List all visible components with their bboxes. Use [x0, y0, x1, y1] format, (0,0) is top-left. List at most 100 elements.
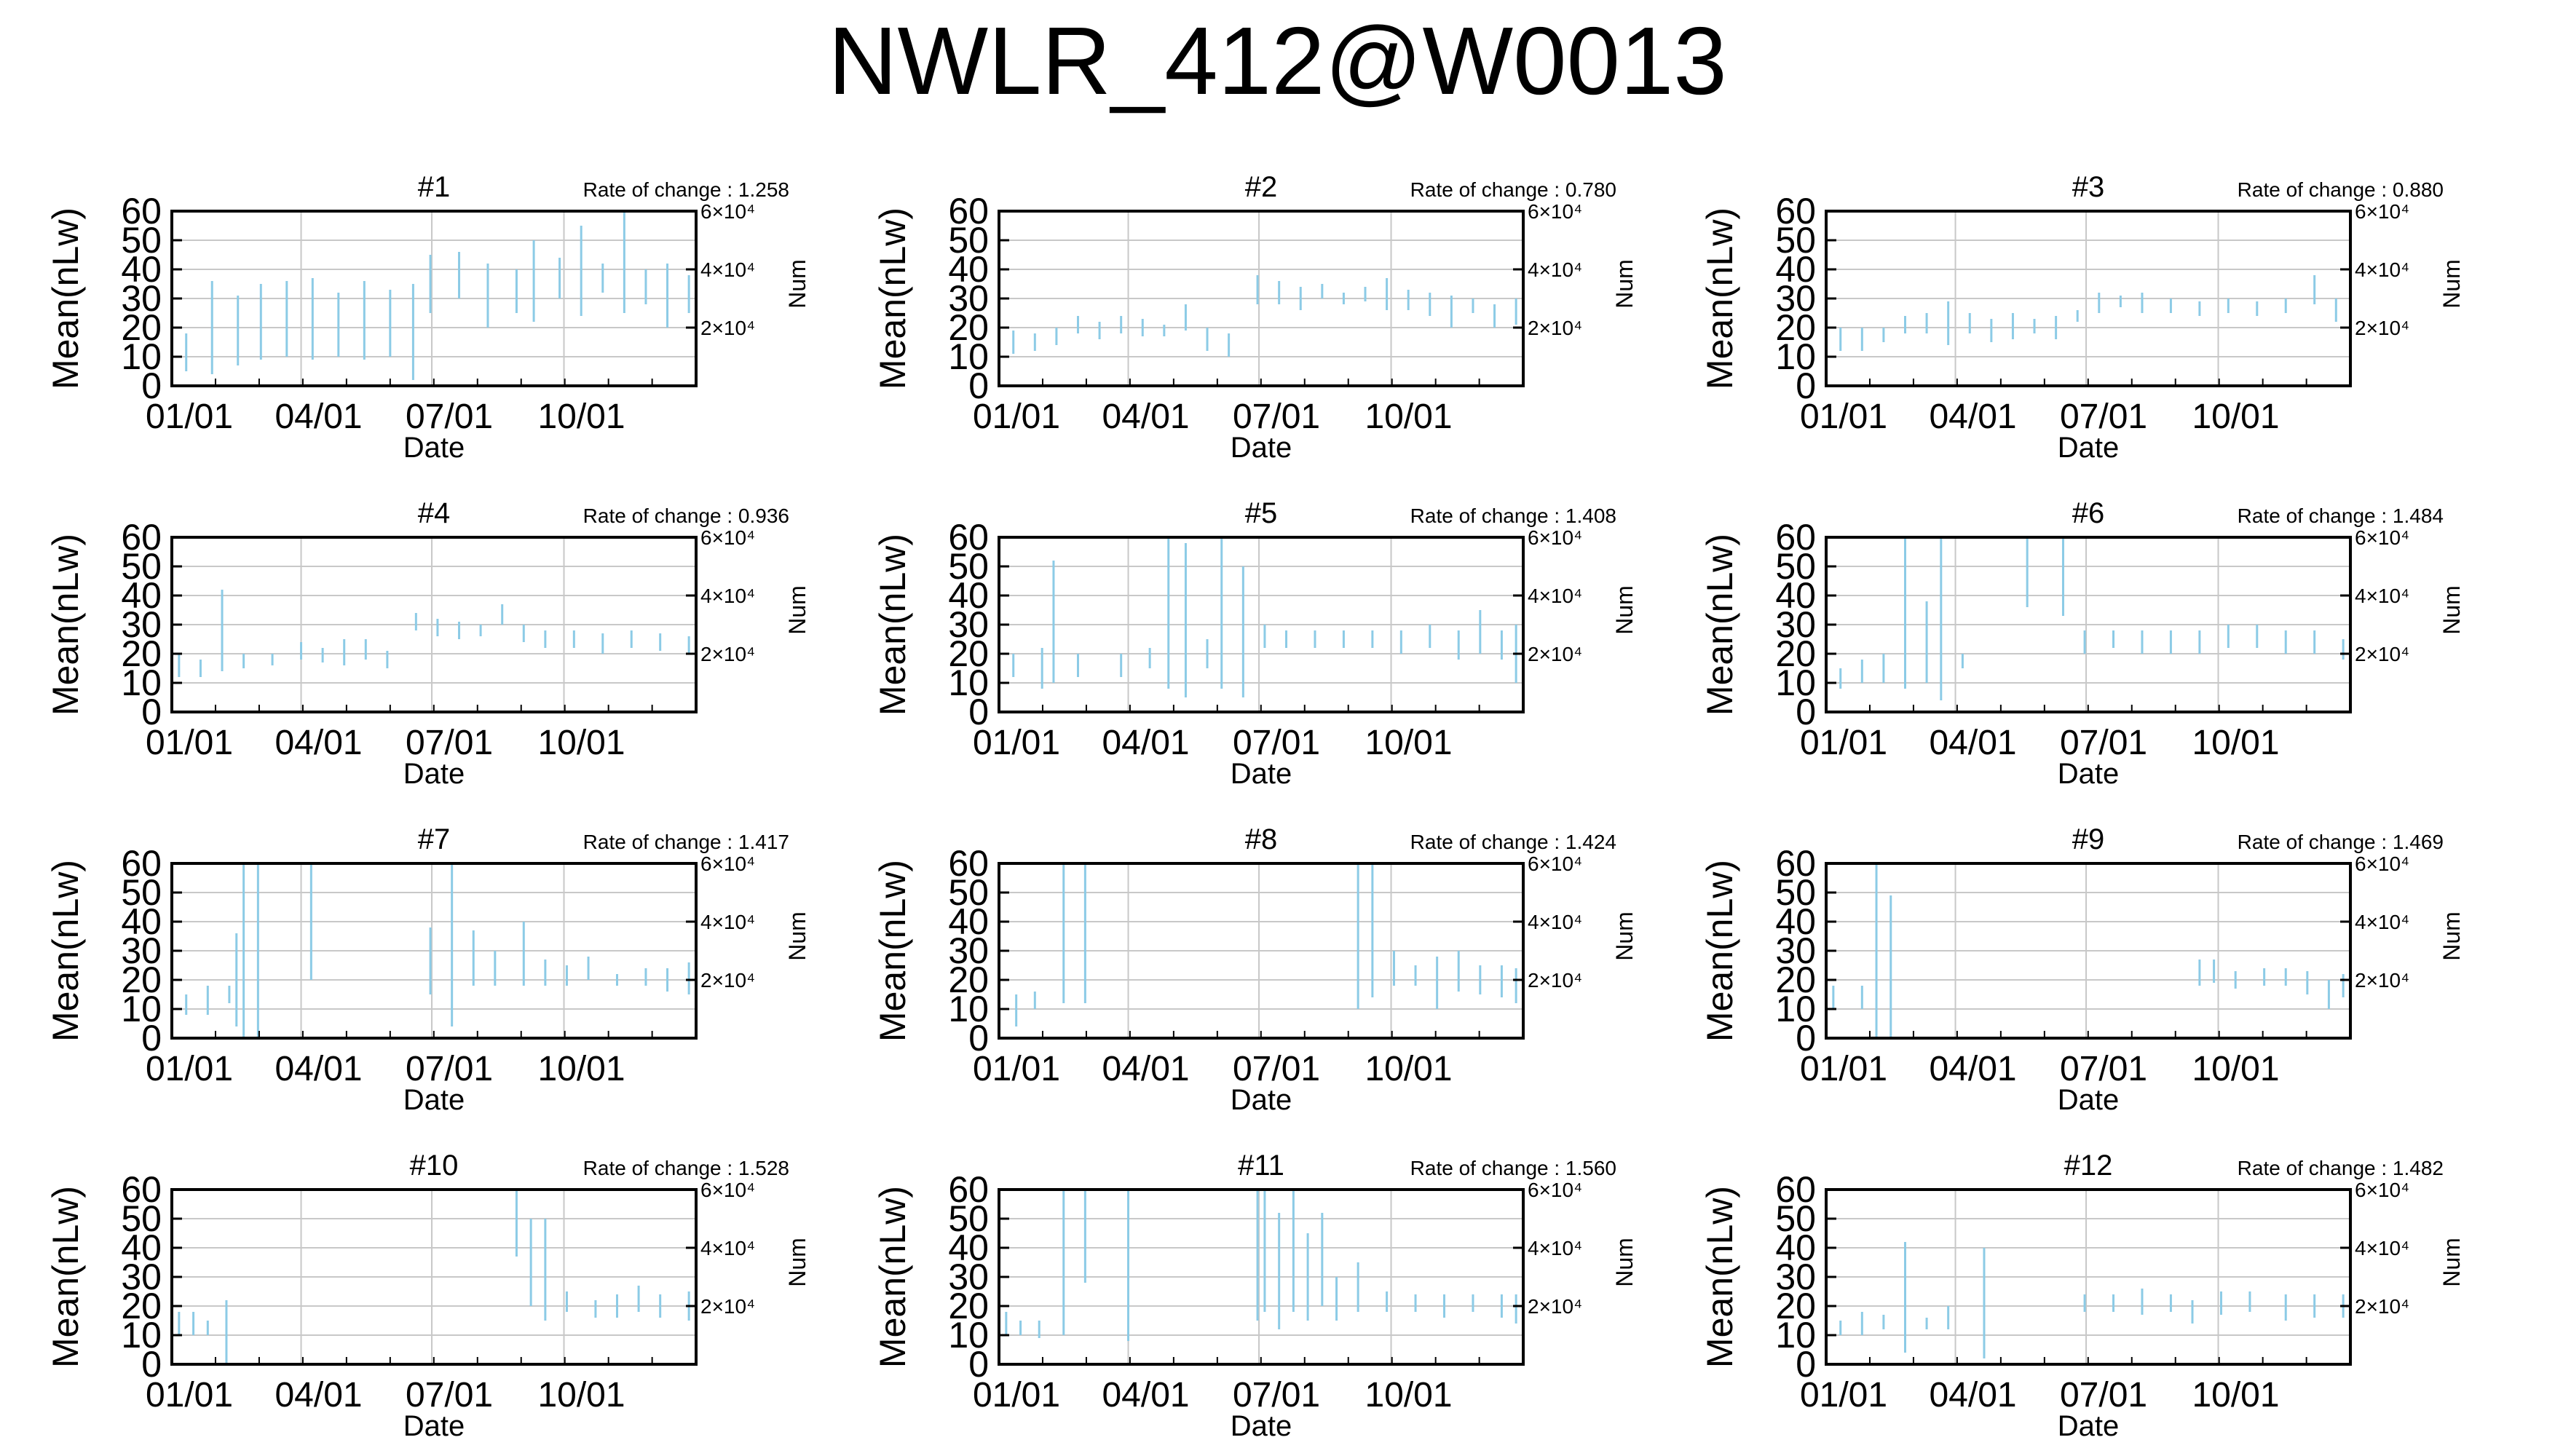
y-tick-label: 0	[1796, 692, 1816, 732]
y2-tick-label: 6×10⁴	[2355, 526, 2409, 549]
x-tick-label: 04/01	[275, 397, 362, 436]
y2-tick-label: 6×10⁴	[700, 200, 755, 223]
y-tick-label: 50	[948, 220, 989, 261]
y-tick-label: 0	[1796, 1018, 1816, 1059]
y2-tick-label: 2×10⁴	[2355, 643, 2409, 665]
y-tick-label: 40	[121, 249, 162, 290]
x-tick-label: 07/01	[406, 724, 493, 762]
y-tick-label: 20	[1775, 633, 1816, 674]
y-tick-label: 40	[948, 249, 989, 290]
y-tick-label: 40	[1775, 575, 1816, 616]
panel-title: #6	[2072, 497, 2105, 529]
y-tick-label: 0	[1796, 365, 1816, 406]
y-axis-title: Mean(nLw)	[45, 860, 86, 1042]
y2-axis-title: Num	[1611, 1238, 1638, 1287]
y2-axis-title: Num	[784, 585, 810, 635]
y2-axis-title: Num	[2438, 585, 2465, 635]
y-axis-title: Mean(nLw)	[45, 1186, 86, 1368]
y-tick-label: 10	[1775, 336, 1816, 377]
y-tick-label: 10	[1775, 1315, 1816, 1356]
x-tick-label: 04/01	[275, 1376, 362, 1415]
panel-title: #8	[1245, 823, 1278, 855]
y-tick-label: 50	[121, 220, 162, 261]
y-tick-label: 20	[1775, 960, 1816, 1000]
panel-title: #7	[418, 823, 451, 855]
y-tick-label: 40	[121, 901, 162, 942]
rate-of-change-label: Rate of change : 0.780	[1410, 178, 1616, 201]
x-tick-label: 01/01	[146, 1050, 233, 1088]
y-tick-label: 60	[1775, 517, 1816, 558]
x-tick-label: 01/01	[1800, 724, 1887, 762]
panel-title: #2	[1245, 171, 1278, 203]
y2-tick-label: 2×10⁴	[1528, 969, 1582, 992]
y-tick-label: 60	[1775, 1169, 1816, 1210]
x-axis-title: Date	[1231, 1410, 1292, 1442]
y2-tick-label: 2×10⁴	[700, 969, 755, 992]
x-tick-label: 07/01	[1233, 397, 1320, 436]
x-axis-title: Date	[403, 1084, 465, 1116]
y-tick-label: 60	[121, 517, 162, 558]
y-tick-label: 60	[948, 1169, 989, 1210]
y2-tick-label: 2×10⁴	[1528, 1295, 1582, 1318]
x-tick-label: 01/01	[973, 397, 1060, 436]
x-axis-title: Date	[2058, 1410, 2120, 1442]
y-tick-label: 0	[141, 365, 162, 406]
rate-of-change-label: Rate of change : 1.482	[2238, 1157, 2444, 1179]
panel-title: #4	[418, 497, 451, 529]
panel-title: #12	[2064, 1150, 2113, 1182]
y2-tick-label: 6×10⁴	[2355, 1179, 2409, 1201]
x-tick-label: 10/01	[537, 724, 625, 762]
y2-axis-title: Num	[784, 259, 810, 309]
y-tick-label: 60	[121, 191, 162, 232]
y-tick-label: 50	[1775, 872, 1816, 913]
y-axis-title: Mean(nLw)	[1699, 1186, 1740, 1368]
y-tick-label: 50	[121, 872, 162, 913]
y-tick-label: 30	[121, 1257, 162, 1297]
rate-of-change-label: Rate of change : 1.469	[2238, 831, 2444, 853]
x-tick-label: 07/01	[1233, 724, 1320, 762]
y-tick-label: 50	[121, 1198, 162, 1239]
y-tick-label: 20	[948, 960, 989, 1000]
x-axis-title: Date	[403, 432, 465, 464]
y-tick-label: 30	[1775, 930, 1816, 971]
y2-tick-label: 4×10⁴	[2355, 258, 2409, 281]
y2-tick-label: 4×10⁴	[700, 1237, 755, 1259]
y2-tick-label: 6×10⁴	[1528, 200, 1582, 223]
y-axis-title: Mean(nLw)	[872, 534, 913, 716]
x-tick-label: 10/01	[1365, 1050, 1452, 1088]
y-tick-label: 30	[1775, 278, 1816, 319]
x-axis-title: Date	[1231, 432, 1292, 464]
y-tick-label: 30	[1775, 1257, 1816, 1297]
y-tick-label: 20	[121, 307, 162, 348]
y2-axis-title: Num	[1611, 585, 1638, 635]
y-tick-label: 50	[1775, 220, 1816, 261]
y2-tick-label: 4×10⁴	[2355, 911, 2409, 933]
y2-axis-title: Num	[784, 1238, 810, 1287]
y-tick-label: 10	[121, 662, 162, 703]
x-tick-label: 10/01	[2192, 1376, 2279, 1415]
y-tick-label: 40	[1775, 1227, 1816, 1268]
x-tick-label: 01/01	[973, 1050, 1060, 1088]
x-axis-title: Date	[1231, 758, 1292, 790]
x-tick-label: 07/01	[2060, 724, 2147, 762]
y-tick-label: 30	[948, 278, 989, 319]
x-tick-label: 07/01	[2060, 397, 2147, 436]
x-tick-label: 07/01	[406, 1376, 493, 1415]
y-tick-label: 20	[121, 1286, 162, 1326]
x-tick-label: 07/01	[406, 1050, 493, 1088]
y2-axis-title: Num	[1611, 259, 1638, 309]
y-tick-label: 30	[948, 930, 989, 971]
y2-tick-label: 2×10⁴	[700, 317, 755, 339]
y-tick-label: 30	[121, 604, 162, 645]
x-axis-title: Date	[2058, 432, 2120, 464]
y-tick-label: 20	[1775, 1286, 1816, 1326]
y-axis-title: Mean(nLw)	[872, 207, 913, 389]
x-tick-label: 04/01	[275, 1050, 362, 1088]
x-tick-label: 04/01	[1102, 397, 1189, 436]
x-tick-label: 04/01	[275, 724, 362, 762]
y-tick-label: 40	[948, 901, 989, 942]
y-tick-label: 60	[121, 843, 162, 884]
